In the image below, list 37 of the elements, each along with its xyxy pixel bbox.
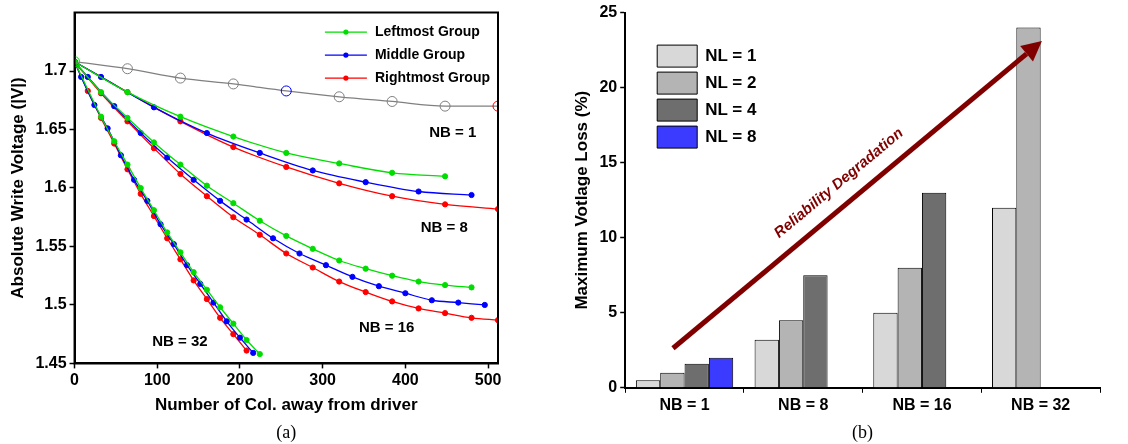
- x-tick-label: NB = 32: [1011, 395, 1071, 413]
- x-tick-label: 400: [392, 371, 419, 389]
- legend-label: NL = 1: [705, 45, 757, 65]
- y-tick-label: 5: [608, 303, 618, 321]
- y-tick-label: 1.65: [35, 119, 67, 137]
- x-axis-title: Number of Col. away from driver: [154, 395, 418, 415]
- x-tick-label: 200: [226, 371, 254, 389]
- y-axis-title: Maximum Votlage Loss (%): [571, 90, 591, 310]
- y-tick-label: 1.6: [44, 178, 67, 196]
- legend-label: Leftmost Group: [374, 22, 480, 39]
- legend-label: Middle Group: [374, 45, 466, 62]
- y-tick-label: 10: [599, 228, 618, 246]
- annotation: NB = 1: [429, 122, 477, 140]
- y-tick-label: 20: [599, 78, 618, 96]
- y-tick-label: 1.7: [44, 61, 67, 79]
- annotation: NB = 16: [358, 318, 415, 336]
- legend-label: NL = 8: [705, 126, 757, 146]
- legend-label: NL = 2: [705, 72, 757, 92]
- x-tick-label: NB = 16: [892, 395, 952, 413]
- legend-label: Rightmost Group: [374, 68, 491, 85]
- x-tick-label: 0: [70, 371, 80, 389]
- y-tick-label: 1.5: [44, 295, 67, 313]
- x-tick-label: 300: [309, 371, 337, 389]
- y-tick-label: 1.45: [35, 353, 67, 371]
- y-tick-label: 15: [599, 153, 618, 171]
- text: (b): [852, 421, 874, 443]
- y-tick-label: 25: [599, 3, 618, 21]
- x-tick-label: NB = 1: [659, 395, 710, 413]
- legend-label: NL = 4: [705, 99, 757, 119]
- y-tick-label: 1.55: [35, 236, 67, 254]
- y-axis-title: Absolute Write Voltage (|V|): [7, 77, 27, 299]
- x-tick-label: 100: [143, 371, 171, 389]
- x-tick-label: 500: [474, 371, 502, 389]
- annotation: NB = 32: [152, 332, 208, 350]
- x-tick-label: NB = 8: [778, 395, 829, 413]
- annotation: NB = 8: [420, 218, 468, 236]
- text: (a): [276, 421, 297, 443]
